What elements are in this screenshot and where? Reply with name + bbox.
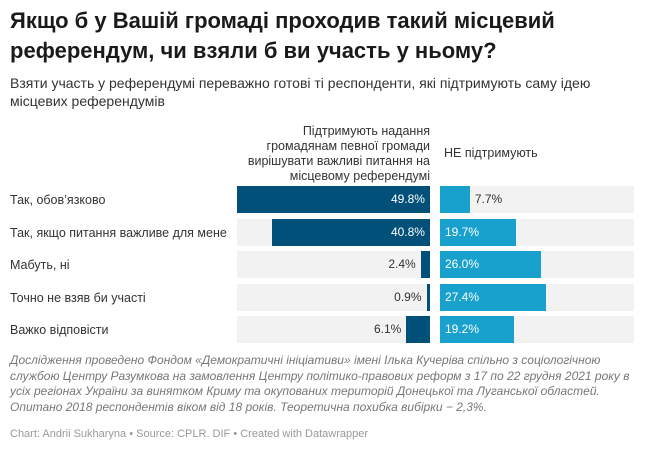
data-label-support: 49.8% bbox=[390, 192, 425, 206]
data-label-support: 6.1% bbox=[373, 322, 402, 336]
column-header-support: Підтримують надання громадянам певної гр… bbox=[247, 124, 430, 183]
bar-not-support bbox=[440, 316, 515, 343]
data-label-not-support: 19.7% bbox=[445, 224, 480, 239]
category-label: Так, обов’язково bbox=[10, 193, 106, 207]
category-label: Точно не взяв би участі bbox=[10, 290, 146, 305]
data-label-not-support: 19.2% bbox=[445, 322, 480, 336]
bar-support bbox=[420, 251, 430, 278]
bar-background bbox=[237, 283, 430, 311]
bar-not-support bbox=[440, 251, 541, 278]
chart-notes: Дослідження проведено Фондом «Демократич… bbox=[10, 353, 630, 414]
chart-subtitle: Взяти участь у референдумі переважно гот… bbox=[10, 75, 591, 109]
column-header-not-support: НЕ підтримують bbox=[444, 146, 538, 160]
bar-support bbox=[271, 218, 430, 246]
chart-title: Якщо б у Вашій громаді проходив такий мі… bbox=[10, 8, 555, 63]
category-label: Мабуть, ні bbox=[10, 258, 70, 272]
bar-support bbox=[406, 316, 430, 343]
bar-background bbox=[237, 251, 430, 278]
data-label-support: 40.8% bbox=[390, 224, 425, 239]
chart-footer: Chart: Andrii Sukharyna • Source: CPLR. … bbox=[10, 428, 369, 440]
bar-background bbox=[440, 186, 634, 213]
data-label-not-support: 7.7% bbox=[474, 192, 503, 206]
bar-not-support bbox=[440, 186, 470, 213]
category-label: Так, якщо питання важливе для мене bbox=[10, 225, 227, 240]
bar-not-support bbox=[440, 218, 517, 246]
data-label-support: 2.4% bbox=[388, 257, 416, 271]
data-label-support: 0.9% bbox=[394, 289, 422, 304]
bar-background bbox=[237, 316, 430, 343]
bar-not-support bbox=[440, 283, 547, 311]
bar-support bbox=[236, 186, 430, 213]
data-label-not-support: 26.0% bbox=[445, 257, 480, 271]
category-label: Важко відповісти bbox=[10, 323, 109, 337]
bar-support bbox=[426, 283, 430, 311]
data-label-not-support: 27.4% bbox=[445, 289, 480, 304]
